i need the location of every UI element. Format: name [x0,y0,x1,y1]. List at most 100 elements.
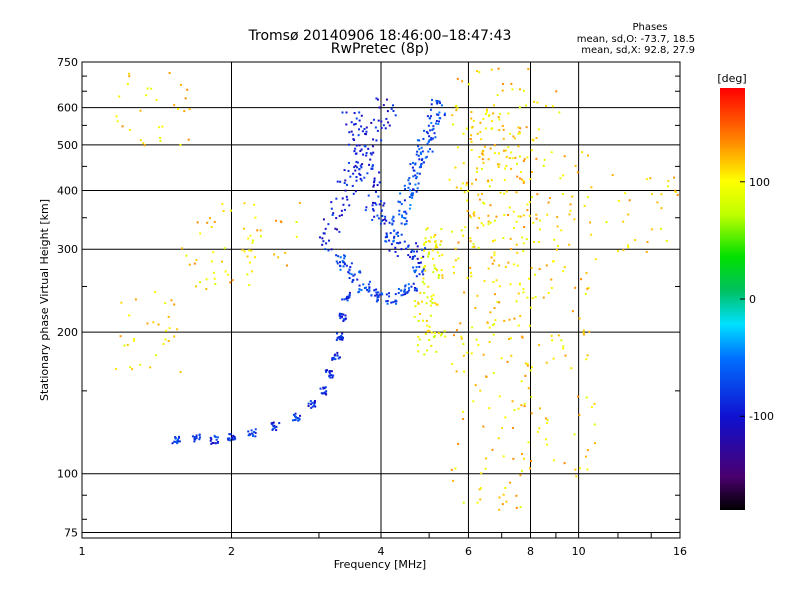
upper-band-point [365,154,368,157]
scatter-columns-point [495,279,498,282]
low-trace-point [313,402,316,405]
scatter-columns-point [470,140,473,143]
upper-band-point [353,150,356,153]
cusp-arc-point [368,287,371,290]
inner-band-point [372,209,375,212]
inner-band-point [358,119,361,122]
cusp-arc-point [374,294,377,297]
scatter-columns-point [482,201,485,204]
scatter-columns-point [521,336,524,339]
upper-band-point [339,180,342,183]
f-layer-right-point [415,153,418,156]
low-trace-point [335,339,338,342]
scatter-columns-point [574,468,577,471]
scatter-columns-point [159,139,162,142]
stats-x-sd: 27.9 [673,45,695,56]
cusp-arc-point [388,292,391,295]
x-branch-point [429,304,432,307]
scatter-columns-point [251,270,254,273]
f-layer-right-point [405,222,408,225]
scatter-columns-point [461,182,464,185]
x-branch-point [424,237,427,240]
scatter-columns-point [195,259,198,262]
scatter-columns-point [481,152,484,155]
f-layer-right-point [411,166,414,169]
low-trace-point [226,437,229,440]
inner-band-point [353,112,356,115]
x-branch-point [435,303,438,306]
low-trace-point [319,387,322,390]
scatter-columns-point [537,240,540,243]
f-layer-right-point [420,159,423,162]
x-branch-point [421,280,424,283]
scatter-columns-point [492,281,495,284]
scatter-columns-point [184,97,187,100]
f-layer-right-point [412,188,415,191]
scatter-columns-point [519,474,522,477]
y-tick-label: 750 [57,56,78,69]
x-branch-point [437,332,440,335]
inner-band-point [394,250,397,253]
cusp-arc-point [379,293,382,296]
scatter-columns-point [509,283,512,286]
scatter-columns-point [511,157,514,160]
colorbar-label: [deg] [717,72,746,85]
upper-band-point [356,161,359,164]
upper-band-point [321,237,324,240]
scatter-columns-point [128,75,131,78]
upper-band-point [380,127,383,130]
x-branch-point [423,291,426,294]
low-trace-point [250,429,253,432]
scatter-columns-point [470,271,473,274]
scatter-columns-point [546,422,549,425]
f-layer-right-point [419,151,422,154]
upper-band-point [359,149,362,152]
upper-band-point [365,126,368,129]
stats-x-mean: 92.8 [644,45,666,56]
scatter-columns-point [499,191,502,194]
inner-band-point [371,218,374,221]
scatter-columns-point [563,462,566,465]
scatter-columns-point [519,506,522,509]
scatter-columns-point [495,215,498,218]
scatter-columns-point [480,168,483,171]
scatter-columns-point [259,235,262,238]
x-branch-point [421,300,424,303]
low-trace-point [325,390,328,393]
upper-band-point [356,166,359,169]
low-trace-point [348,296,351,299]
x-branch-point [437,276,440,279]
upper-band-point [355,144,358,147]
inner-band-point [392,220,395,223]
scatter-columns-point [493,144,496,147]
inner-band-point [378,203,381,206]
upper-band-point [374,126,377,129]
scatter-columns-point [616,250,619,253]
data-points [115,67,679,511]
scatter-columns-point [243,202,246,205]
inner-band-point [410,251,413,254]
low-trace-point [339,336,342,339]
inner-band-point [409,256,412,259]
upper-band-point [392,109,395,112]
scatter-columns-point [146,87,149,90]
x-branch-point [425,228,428,231]
inner-band-point [379,200,382,203]
scatter-columns-point [487,158,490,161]
stats-o-row: mean, sd,O: -73.7, 18.5 [577,34,695,45]
low-trace-point [325,393,328,396]
x-branch-point [438,254,441,257]
low-trace-point [232,438,235,441]
x-branch-point [436,251,439,254]
scatter-columns-point [585,272,588,275]
scatter-columns-point [466,190,469,193]
scatter-columns-point [605,221,608,224]
scatter-columns-point [542,296,545,299]
scatter-columns-point [491,262,494,265]
inner-band-point [345,111,348,114]
scatter-columns-point [556,216,559,219]
low-trace-point [174,436,177,439]
low-trace-point [193,440,196,443]
cusp-arc-point [347,271,350,274]
scatter-columns-point [517,407,520,410]
